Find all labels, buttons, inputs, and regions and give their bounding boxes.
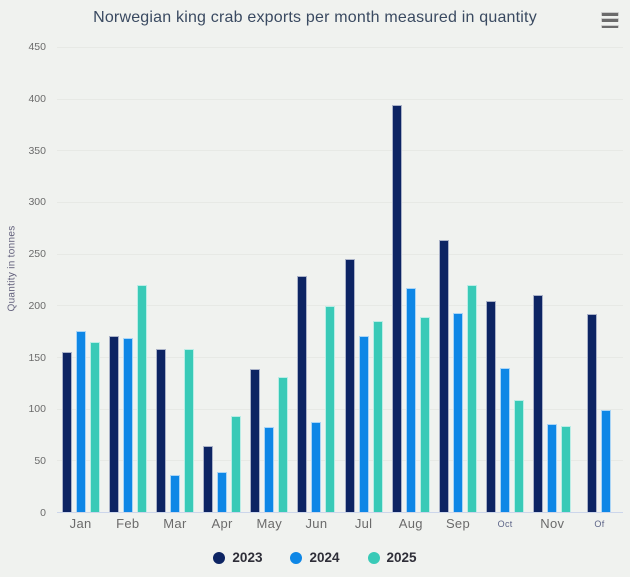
- bar-group-Nov: [529, 47, 576, 512]
- bar-2024-Sep[interactable]: [452, 312, 463, 512]
- gridline-150: [57, 356, 623, 358]
- x-tick-label-Oct: Oct: [497, 519, 513, 529]
- bar-2025-Aug[interactable]: [419, 316, 430, 512]
- gridline-400: [57, 98, 623, 100]
- gridline-450: [57, 47, 623, 48]
- x-tick-label-Aug: Aug: [398, 516, 423, 531]
- bar-group-Apr: [199, 47, 246, 512]
- gridline-350: [57, 150, 623, 152]
- bar-2024-May[interactable]: [264, 427, 275, 512]
- bar-2024-Jul[interactable]: [358, 336, 369, 512]
- legend-item-2023[interactable]: 2023: [213, 550, 262, 565]
- x-tick-label-Feb: Feb: [116, 516, 140, 531]
- bar-2024-Feb[interactable]: [122, 338, 133, 512]
- bar-2024-Jun[interactable]: [311, 422, 322, 512]
- y-tick-label-350: 350: [28, 144, 46, 157]
- bar-2024-Apr[interactable]: [217, 471, 228, 512]
- bar-2024-Aug[interactable]: [405, 287, 416, 512]
- bar-2023-Sep[interactable]: [438, 240, 449, 512]
- x-tick-label-Apr: Apr: [211, 516, 233, 531]
- x-tick-label-May: May: [256, 516, 282, 531]
- x-tick-label-Jul: Jul: [354, 516, 373, 531]
- bar-2025-Apr[interactable]: [231, 415, 242, 512]
- legend-marker-circle-icon: [290, 551, 303, 564]
- bar-group-Jul: [340, 47, 387, 512]
- bar-2025-Oct[interactable]: [514, 400, 525, 512]
- legend: 2023 2024 2025: [0, 550, 630, 565]
- bar-2024-Oct[interactable]: [500, 368, 511, 512]
- y-tick-label-250: 250: [28, 248, 46, 261]
- legend-label: 2025: [386, 550, 417, 565]
- gridline-50: [57, 460, 623, 462]
- x-tick-label-Nov: Nov: [540, 516, 565, 531]
- y-tick-label-50: 50: [34, 455, 46, 468]
- bar-2023-Aug[interactable]: [391, 104, 402, 512]
- bar-2023-Jul[interactable]: [344, 258, 355, 512]
- legend-item-2025[interactable]: 2025: [367, 550, 417, 565]
- bar-2023-May[interactable]: [250, 369, 261, 512]
- bar-2023-Jun[interactable]: [297, 276, 308, 512]
- bar-2023-Mar[interactable]: [155, 348, 166, 512]
- plot-area: [57, 47, 623, 513]
- bar-group-Mar: [151, 47, 198, 512]
- bar-group-Jun: [293, 47, 340, 512]
- legend-item-2024[interactable]: 2024: [290, 550, 340, 565]
- bar-group-Sep: [434, 47, 481, 512]
- bar-2025-May[interactable]: [278, 376, 289, 512]
- chart-title: Norwegian king crab exports per month me…: [93, 9, 537, 26]
- bar-2025-Mar[interactable]: [183, 348, 194, 512]
- hamburger-menu-icon[interactable]: [599, 11, 621, 29]
- y-tick-label-450: 450: [28, 41, 46, 53]
- bar-2025-Jan[interactable]: [89, 341, 100, 512]
- x-tick-label-Jun: Jun: [305, 516, 328, 531]
- y-tick-label-150: 150: [28, 351, 46, 364]
- bar-group-Feb: [104, 47, 151, 512]
- y-tick-label-0: 0: [40, 507, 46, 519]
- y-tick-label-400: 400: [28, 92, 46, 105]
- x-tick-label-Of: Of: [594, 519, 605, 529]
- bar-2023-Apr[interactable]: [203, 445, 214, 512]
- y-tick-label-100: 100: [28, 403, 46, 416]
- bar-2023-Oct[interactable]: [486, 301, 497, 512]
- gridline-300: [57, 201, 623, 203]
- bar-group-Aug: [387, 47, 434, 512]
- bar-2024-Jan[interactable]: [75, 331, 86, 512]
- bar-group-Of: [576, 47, 623, 512]
- x-tick-label-Jan: Jan: [69, 516, 92, 531]
- x-tick-label-Sep: Sep: [445, 516, 470, 531]
- legend-label: 2024: [309, 550, 340, 565]
- bar-2023-Jan[interactable]: [61, 351, 72, 512]
- bar-group-May: [246, 47, 293, 512]
- bar-groups: [57, 47, 623, 512]
- gridline-250: [57, 253, 623, 255]
- bar-group-Oct: [482, 47, 529, 512]
- bar-2025-Nov[interactable]: [561, 426, 572, 512]
- y-tick-label-200: 200: [28, 299, 46, 312]
- y-tick-label-300: 300: [28, 196, 46, 209]
- gridline-200: [57, 305, 623, 307]
- hamburger-line: [601, 12, 619, 16]
- bar-2023-Nov[interactable]: [533, 295, 544, 512]
- hamburger-line: [601, 24, 619, 28]
- gridline-100: [57, 408, 623, 410]
- bar-2023-Feb[interactable]: [108, 336, 119, 512]
- legend-marker-circle-icon: [213, 551, 226, 564]
- bar-2025-Sep[interactable]: [466, 284, 477, 512]
- hamburger-line: [601, 18, 619, 22]
- bar-group-Jan: [57, 47, 104, 512]
- bar-2023-Of[interactable]: [587, 313, 598, 512]
- bar-2024-Of[interactable]: [601, 409, 612, 512]
- legend-marker-circle-icon: [367, 551, 380, 564]
- bar-2025-Feb[interactable]: [136, 284, 147, 512]
- y-axis-title: Quantity in tonnes: [6, 225, 18, 312]
- x-axis: Jan Feb Mar Apr May Jun Jul Aug Sep Oct Nov Of: [57, 516, 623, 531]
- bar-2024-Mar[interactable]: [169, 474, 180, 512]
- bar-2025-Jun[interactable]: [325, 306, 336, 512]
- bar-2024-Nov[interactable]: [547, 424, 558, 512]
- x-tick-label-Mar: Mar: [163, 516, 187, 531]
- bar-2025-Jul[interactable]: [372, 320, 383, 512]
- legend-label: 2023: [232, 550, 263, 565]
